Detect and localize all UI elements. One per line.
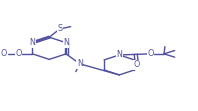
- Text: N: N: [77, 59, 83, 68]
- Text: O: O: [16, 49, 22, 58]
- Text: N: N: [116, 50, 122, 59]
- Text: O: O: [147, 49, 153, 58]
- Text: N: N: [30, 38, 35, 47]
- Text: O: O: [134, 60, 140, 69]
- Text: O: O: [1, 49, 7, 58]
- Text: N: N: [63, 38, 69, 47]
- Text: S: S: [57, 24, 63, 33]
